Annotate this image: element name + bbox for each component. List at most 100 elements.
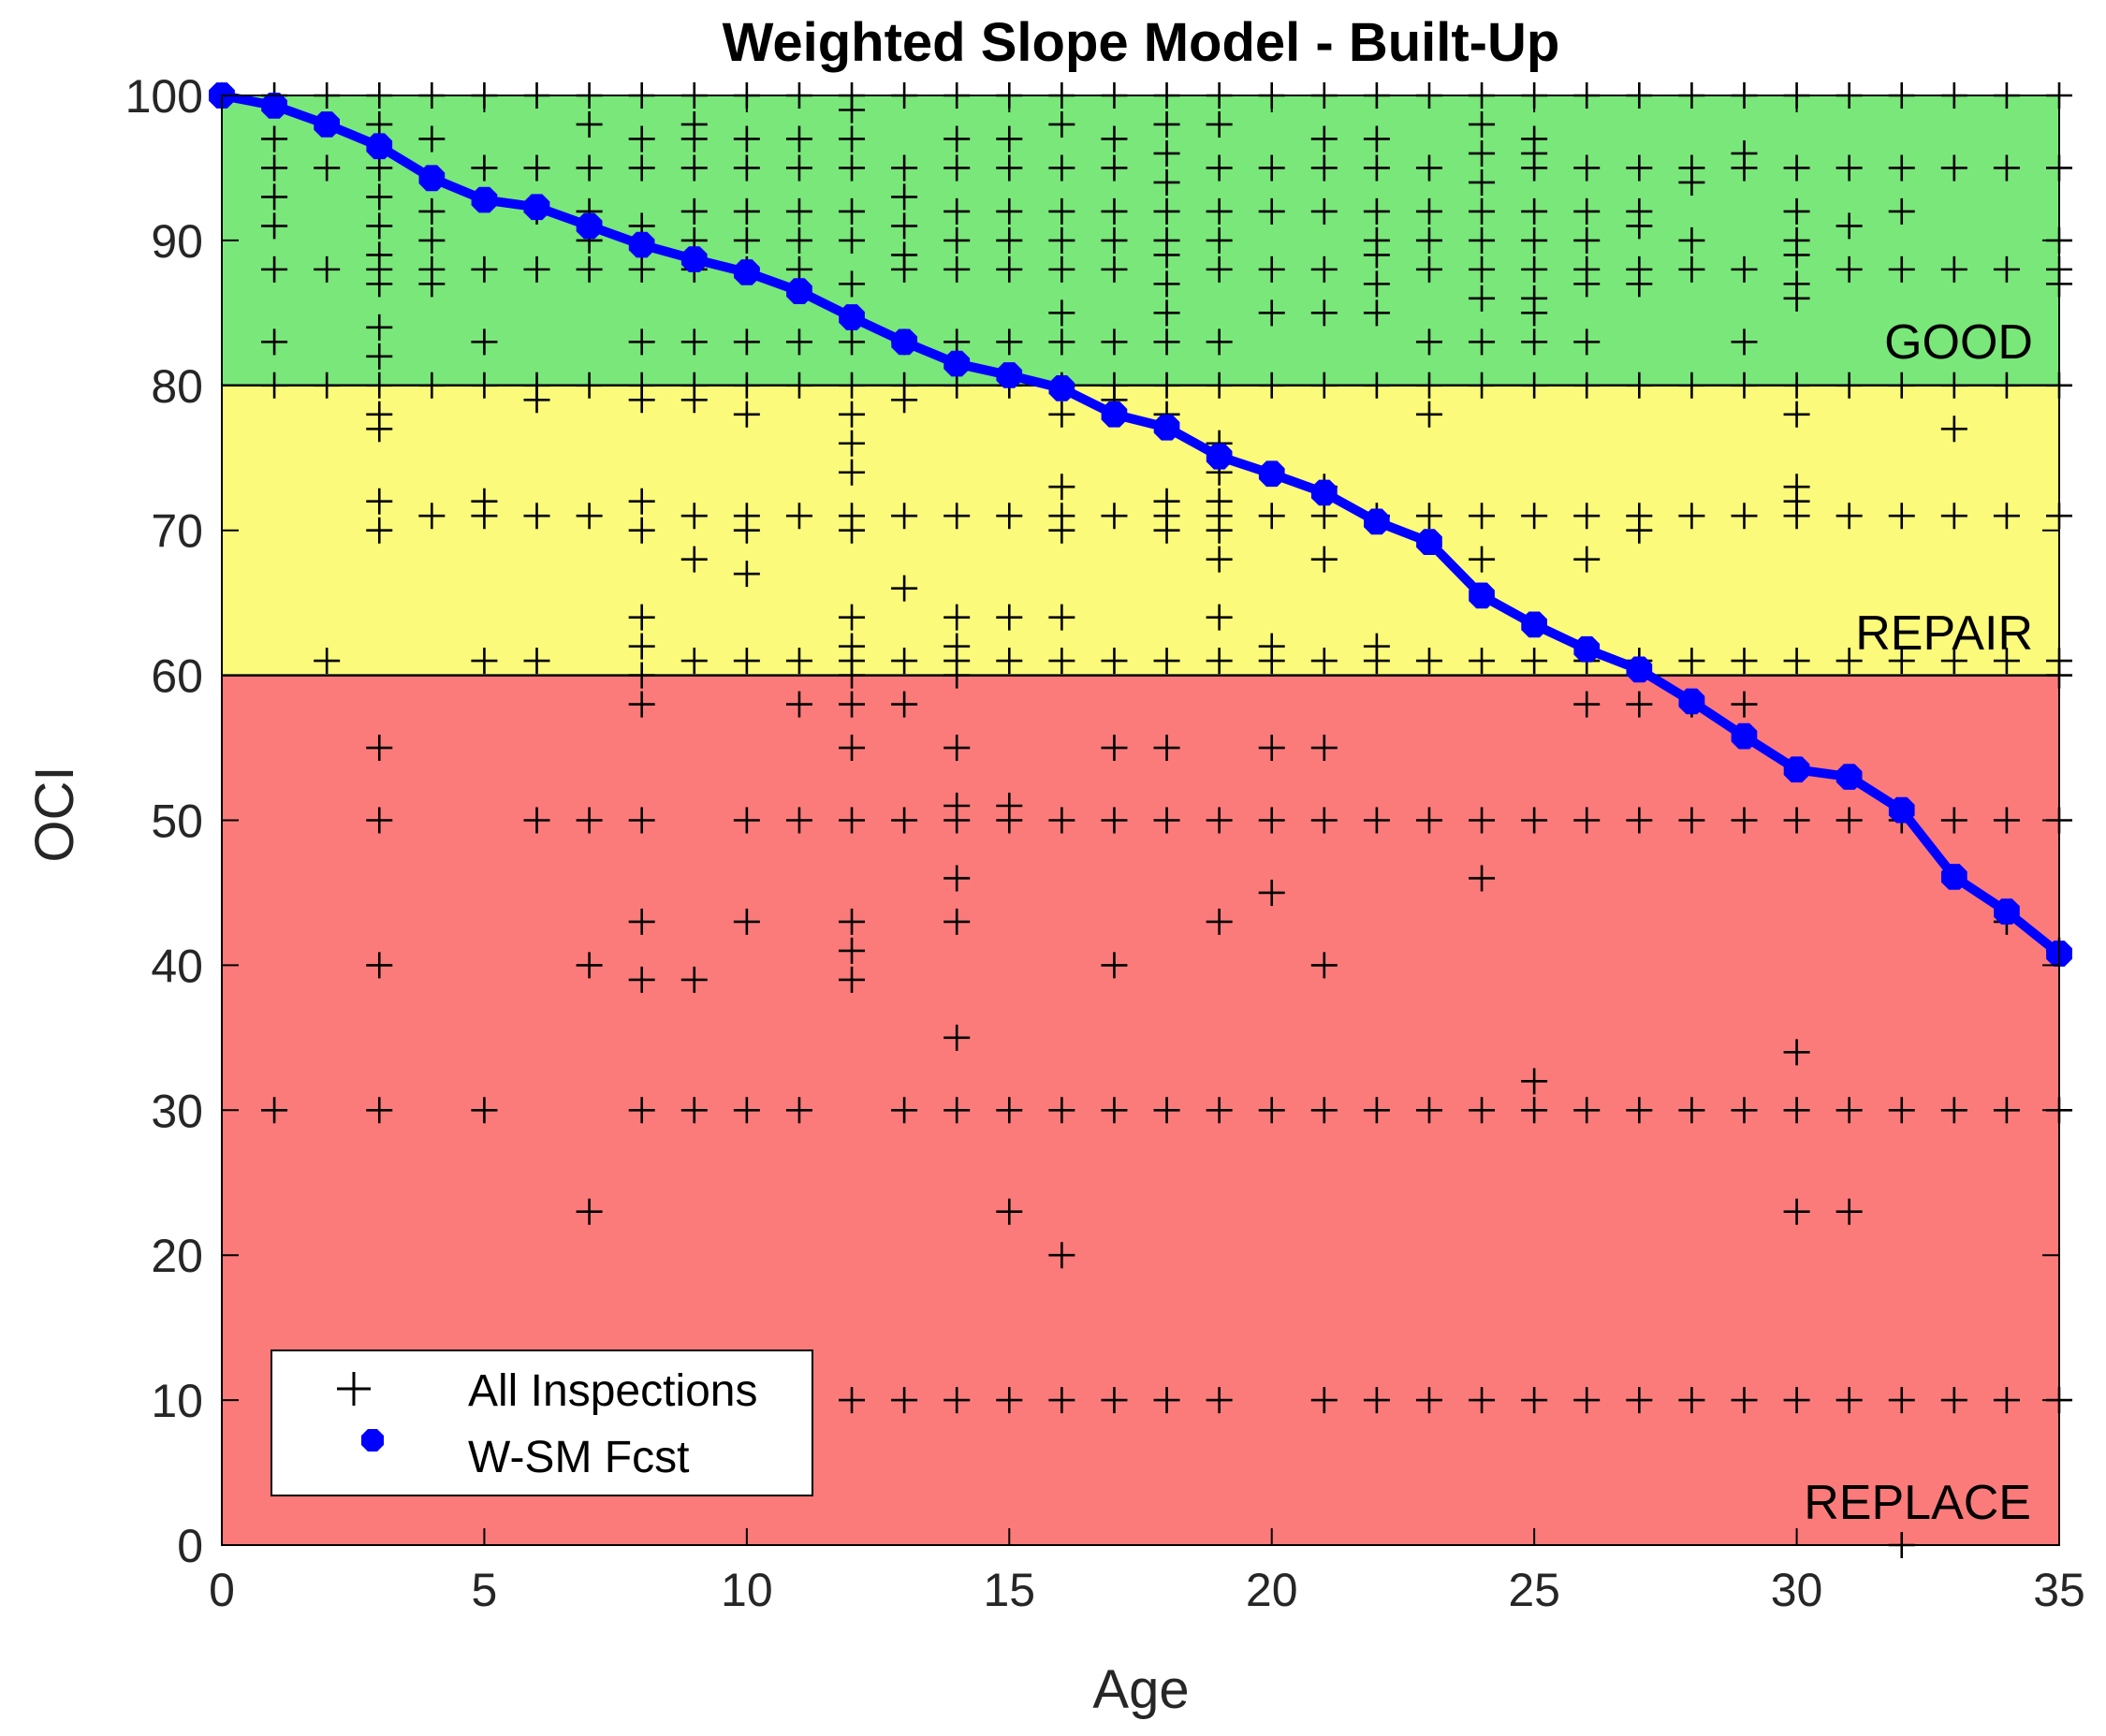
inspection-point [628, 328, 655, 356]
inspection-point [943, 807, 971, 834]
inspection-point [943, 372, 971, 399]
inspection-point [1048, 604, 1075, 631]
inspection-point [1626, 154, 1653, 182]
inspection-point [628, 807, 655, 834]
inspection-point [1048, 1097, 1075, 1124]
x-tick-label: 20 [1246, 1564, 1298, 1616]
inspection-point [366, 416, 393, 443]
inspection-point [1521, 154, 1548, 182]
inspection-point [1940, 255, 1967, 283]
forecast-point [261, 93, 287, 119]
inspection-point [1415, 1097, 1442, 1124]
inspection-point [733, 517, 760, 544]
inspection-point [839, 1387, 866, 1414]
inspection-point [1573, 546, 1601, 573]
inspection-point [680, 546, 708, 573]
inspection-point [1783, 197, 1810, 225]
inspection-point [1521, 226, 1548, 254]
inspection-point [1783, 1039, 1810, 1066]
inspection-point [1626, 372, 1653, 399]
inspection-point [1101, 1387, 1128, 1414]
forecast-point [1731, 722, 1758, 750]
inspection-point [1835, 212, 1863, 240]
forecast-point [996, 362, 1023, 388]
inspection-point [1783, 1097, 1810, 1124]
inspection-point [1310, 648, 1338, 675]
inspection-point [1415, 328, 1442, 356]
forecast-point [734, 259, 760, 285]
inspection-point [1469, 1097, 1496, 1124]
inspection-point [1940, 503, 1967, 530]
inspection-point [839, 459, 866, 486]
inspection-point [1048, 299, 1075, 327]
forecast-point [1521, 611, 1547, 638]
inspection-point [471, 503, 498, 530]
inspection-point [1415, 255, 1442, 283]
inspection-point [1678, 372, 1705, 399]
inspection-point [1206, 517, 1233, 544]
inspection-point [996, 154, 1023, 182]
y-tick-label: 90 [151, 215, 203, 268]
forecast-point [1835, 764, 1863, 790]
inspection-point [1835, 807, 1863, 834]
zone-label-good: GOOD [1884, 315, 2033, 370]
inspection-point [733, 154, 760, 182]
inspection-point [891, 1097, 918, 1124]
inspection-point [366, 735, 393, 762]
inspection-point [1626, 1387, 1653, 1414]
inspection-point [1415, 226, 1442, 254]
inspection-point [891, 807, 918, 834]
forecast-point [1626, 656, 1653, 683]
inspection-point [943, 328, 971, 356]
inspection-point [785, 255, 812, 283]
inspection-point [1573, 226, 1601, 254]
forecast-point [1678, 688, 1705, 715]
legend-box [271, 1349, 813, 1496]
inspection-point [733, 807, 760, 834]
inspection-point [1048, 648, 1075, 675]
inspection-point [1363, 299, 1390, 327]
inspection-point [366, 343, 393, 370]
inspection-point [733, 401, 760, 428]
inspection-point [733, 1097, 760, 1124]
inspection-point [1153, 197, 1180, 225]
inspection-point [839, 96, 866, 124]
inspection-point [314, 648, 341, 675]
inspection-point [943, 154, 971, 182]
inspection-point [1153, 1097, 1180, 1124]
inspection-point [1678, 255, 1705, 283]
inspection-point [996, 503, 1023, 530]
inspection-point [261, 255, 288, 283]
inspection-point [1993, 255, 2020, 283]
inspection-point [1678, 807, 1705, 834]
inspection-point [1573, 691, 1601, 718]
inspection-point [680, 1097, 708, 1124]
inspection-point [1469, 139, 1496, 167]
inspection-point [1153, 241, 1180, 269]
inspection-point [1258, 197, 1285, 225]
inspection-point [261, 125, 288, 153]
chart-title: Weighted Slope Model - Built-Up [723, 12, 1560, 73]
inspection-point [1048, 1242, 1075, 1269]
inspection-point [1626, 270, 1653, 298]
inspection-point [1101, 226, 1128, 254]
inspection-point [1521, 648, 1548, 675]
inspection-point [839, 154, 866, 182]
inspection-point [1626, 1097, 1653, 1124]
inspection-point [1469, 197, 1496, 225]
inspection-point [1206, 807, 1233, 834]
inspection-point [1363, 807, 1390, 834]
x-axis-label: Age [1092, 1659, 1189, 1720]
inspection-point [576, 154, 603, 182]
inspection-point [1993, 807, 2020, 834]
inspection-point [1469, 168, 1496, 196]
forecast-point [680, 246, 708, 272]
zones-layer [222, 95, 2059, 1545]
inspection-point [1258, 735, 1285, 762]
y-tick-label: 60 [151, 650, 203, 703]
inspection-point [1626, 517, 1653, 544]
inspection-point [891, 503, 918, 530]
inspection-point [1888, 255, 1915, 283]
inspection-point [1048, 328, 1075, 356]
